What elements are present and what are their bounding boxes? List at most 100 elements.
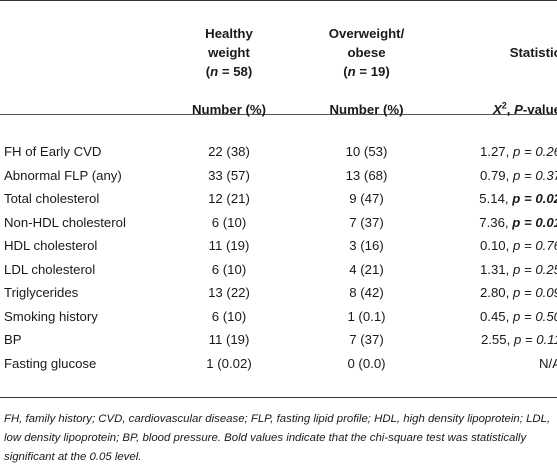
header-row-groups: Healthy weight (n = 58) Overweight/ obes… [0,0,557,90]
table-row: BP 11 (19) 7 (37) 2.55, p = 0.11 [0,328,557,352]
row-chi: 0.79, [479,167,513,183]
header-healthy-line1: Healthy [205,25,253,41]
results-table: Healthy weight (n = 58) Overweight/ obes… [0,0,557,375]
row-label: Triglycerides [4,285,79,301]
row-statistic: 0.10, p = 0.76 [435,234,557,258]
row-chi: 0.45, [479,308,513,324]
header-healthy-n-label: n [210,63,219,79]
row-p: p = 0.26 [512,144,557,160]
header-statistic: Statistic [435,0,557,90]
row-chi: N/A [539,355,557,371]
row-p: p = 0.76 [512,238,557,254]
header-overweight-n-label: n [347,63,356,79]
row-statistic: 2.80, p = 0.09 [435,281,557,305]
row-overweight: 4 (21) [349,261,384,277]
table-row: Fasting glucose 1 (0.02) 0 (0.0) N/A [0,352,557,376]
row-overweight: 3 (16) [349,238,384,254]
row-p: p = 0.11 [513,332,557,348]
header-overweight-obese: Overweight/ obese (n = 19) [298,0,435,90]
row-label: LDL cholesterol [4,261,96,277]
subheader-p-rest: -value [522,101,557,117]
row-chi: 0.10, [479,238,513,254]
header-healthy-weight: Healthy weight (n = 58) [160,0,298,90]
row-label: HDL cholesterol [4,238,98,254]
header-healthy-n-value: = 58) [218,63,253,79]
row-healthy: 6 (10) [211,308,247,324]
row-label: FH of Early CVD [4,144,102,160]
row-overweight: 1 (0.1) [347,308,386,324]
bottom-rule [0,397,557,398]
row-p: p = 0.50 [512,308,557,324]
table-row: Triglycerides 13 (22) 8 (42) 2.80, p = 0… [0,281,557,305]
row-healthy: 22 (38) [208,144,250,160]
header-healthy-line2: weight [208,44,250,60]
row-p: p = 0.37 [512,167,557,183]
row-statistic: 1.31, p = 0.25 [435,258,557,282]
header-overweight-line1: Overweight/ [328,25,405,41]
subheader-sep: , [506,101,515,117]
row-chi: 5.14, [479,191,513,207]
header-blank [0,0,160,90]
row-chi: 1.27, [479,144,513,160]
header-statistic-label: Statistic [509,44,557,60]
row-p: p = 0.01 [512,214,557,230]
header-healthy-n: (n = 58) [205,63,253,79]
spacer-row [0,128,557,140]
table-row: Abnormal FLP (any) 33 (57) 13 (68) 0.79,… [0,164,557,188]
row-statistic: 7.36, p = 0.01 [435,211,557,235]
subheader-chi-x: X [492,101,502,117]
table-row: HDL cholesterol 11 (19) 3 (16) 0.10, p =… [0,234,557,258]
header-overweight-n: (n = 19) [343,63,390,79]
row-chi: 1.31, [479,261,513,277]
subheader-p: P [514,101,523,117]
subheader-statistic: X2, P-value [435,90,557,128]
row-statistic: 0.79, p = 0.37 [435,164,557,188]
row-statistic: 2.55, p = 0.11 [435,328,557,352]
row-overweight: 7 (37) [349,214,384,230]
row-overweight: 9 (47) [349,191,384,207]
table-row: Non-HDL cholesterol 6 (10) 7 (37) 7.36, … [0,211,557,235]
table-body: FH of Early CVD 22 (38) 10 (53) 1.27, p … [0,140,557,375]
header-rule [0,114,557,115]
subheader-overweight: Number (%) [329,101,404,117]
row-statistic: 1.27, p = 0.26 [435,140,557,164]
row-label: Fasting glucose [4,355,97,371]
row-label: Abnormal FLP (any) [4,167,122,183]
row-healthy: 6 (10) [211,261,247,277]
row-p: p = 0.09 [512,285,557,301]
row-p: p = 0.25 [512,261,557,277]
table-row: LDL cholesterol 6 (10) 4 (21) 1.31, p = … [0,258,557,282]
row-overweight: 13 (68) [345,167,388,183]
row-healthy: 6 (10) [211,214,247,230]
table-row: Smoking history 6 (10) 1 (0.1) 0.45, p =… [0,305,557,329]
header-overweight-line2: obese [347,44,386,60]
row-chi: 2.55, [480,332,514,348]
header-overweight-n-value: = 19) [355,63,390,79]
row-overweight: 10 (53) [345,144,388,160]
subheader-blank [0,90,160,128]
subheader-healthy: Number (%) [192,101,266,117]
table-row: FH of Early CVD 22 (38) 10 (53) 1.27, p … [0,140,557,164]
row-overweight: 7 (37) [349,332,384,348]
row-p: p = 0.02 [512,191,557,207]
subheader-chi-sup: 2 [501,100,507,111]
row-healthy: 33 (57) [208,167,250,183]
row-healthy: 11 (19) [208,238,250,254]
row-overweight: 0 (0.0) [347,355,386,371]
row-chi: 2.80, [479,285,513,301]
row-label: BP [4,332,22,348]
row-label: Non-HDL cholesterol [4,214,126,230]
row-statistic: 0.45, p = 0.50 [435,305,557,329]
row-healthy: 1 (0.02) [206,355,252,371]
row-statistic: 5.14, p = 0.02 [435,187,557,211]
header-row-units: Number (%) Number (%) X2, P-value [0,90,557,128]
row-label: Total cholesterol [4,191,100,207]
top-rule [0,0,557,1]
row-statistic: N/A [435,352,557,376]
row-label: Smoking history [4,308,98,324]
table-footnote: FH, family history; CVD, cardiovascular … [4,413,551,463]
row-healthy: 12 (21) [208,191,250,207]
row-healthy: 11 (19) [208,332,250,348]
table-row: Total cholesterol 12 (21) 9 (47) 5.14, p… [0,187,557,211]
